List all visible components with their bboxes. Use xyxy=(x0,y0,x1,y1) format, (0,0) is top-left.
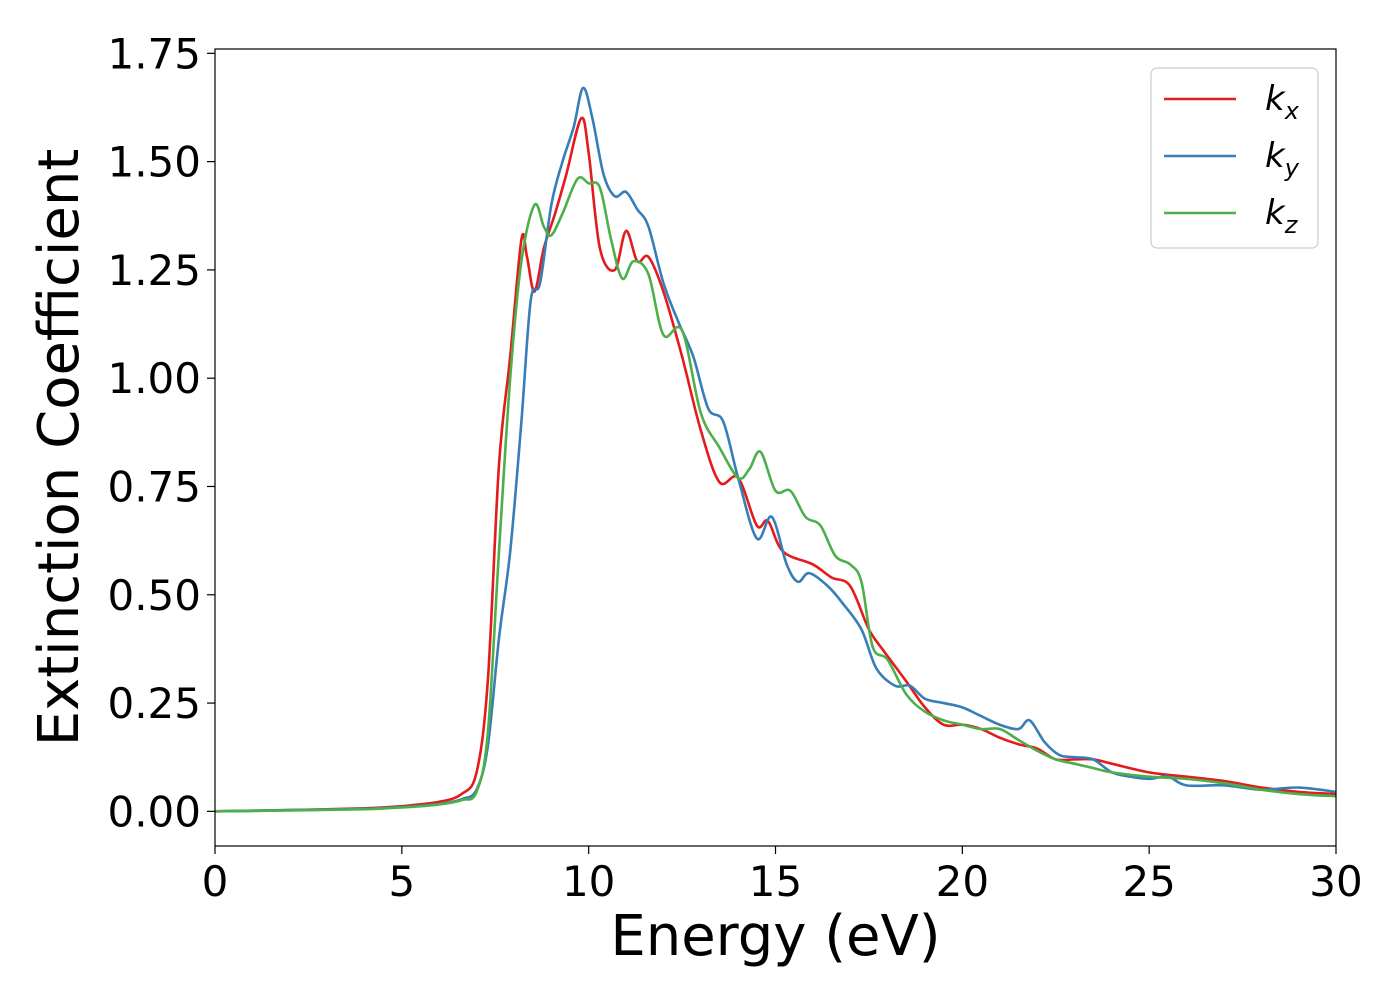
x-tick-label: 10 xyxy=(562,857,615,906)
x-tick-label: 25 xyxy=(1122,857,1175,906)
y-tick-label: 0.75 xyxy=(107,462,201,511)
series-line-k_y xyxy=(215,86,1336,813)
x-axis-title: Energy (eV) xyxy=(610,904,940,969)
x-tick-label: 5 xyxy=(388,857,415,906)
legend-entry-k_x: kx xyxy=(1164,79,1300,125)
x-tick-label: 15 xyxy=(749,857,802,906)
y-tick-label: 0.00 xyxy=(107,787,201,836)
legend-label-base: k xyxy=(1265,79,1286,119)
y-tick-label: 1.50 xyxy=(107,138,201,187)
legend-label-subscript: x xyxy=(1284,97,1300,125)
legend-label: kz xyxy=(1265,193,1299,239)
x-tick-label: 30 xyxy=(1309,857,1362,906)
legend-label-subscript: y xyxy=(1284,154,1300,182)
y-tick-label: 0.25 xyxy=(107,679,201,728)
y-tick-label: 0.50 xyxy=(107,571,201,620)
x-tick-label: 20 xyxy=(936,857,989,906)
ticks-layer: 0 5 10 15 20 25 30 0.00 0.25 0.50 0.75 1.00 1.25 1.50… xyxy=(107,29,1362,906)
x-tick-label: 0 xyxy=(202,857,229,906)
legend-label: ky xyxy=(1265,136,1300,182)
series-layer xyxy=(215,86,1336,813)
legend-label: kx xyxy=(1265,79,1300,125)
legend-label-subscript: z xyxy=(1284,211,1299,239)
y-axis-title: Extinction Coefficient xyxy=(27,149,92,747)
y-tick-label: 1.75 xyxy=(107,29,201,78)
series-line-k_z xyxy=(215,176,1336,813)
y-tick-label: 1.00 xyxy=(107,354,201,403)
legend-box xyxy=(1150,67,1319,249)
legend-entry-k_z: kz xyxy=(1164,193,1299,239)
legend-label-base: k xyxy=(1265,136,1286,176)
legend-label-base: k xyxy=(1265,193,1286,233)
legend-entry-k_y: ky xyxy=(1164,136,1300,182)
y-tick-label: 1.25 xyxy=(107,246,201,295)
